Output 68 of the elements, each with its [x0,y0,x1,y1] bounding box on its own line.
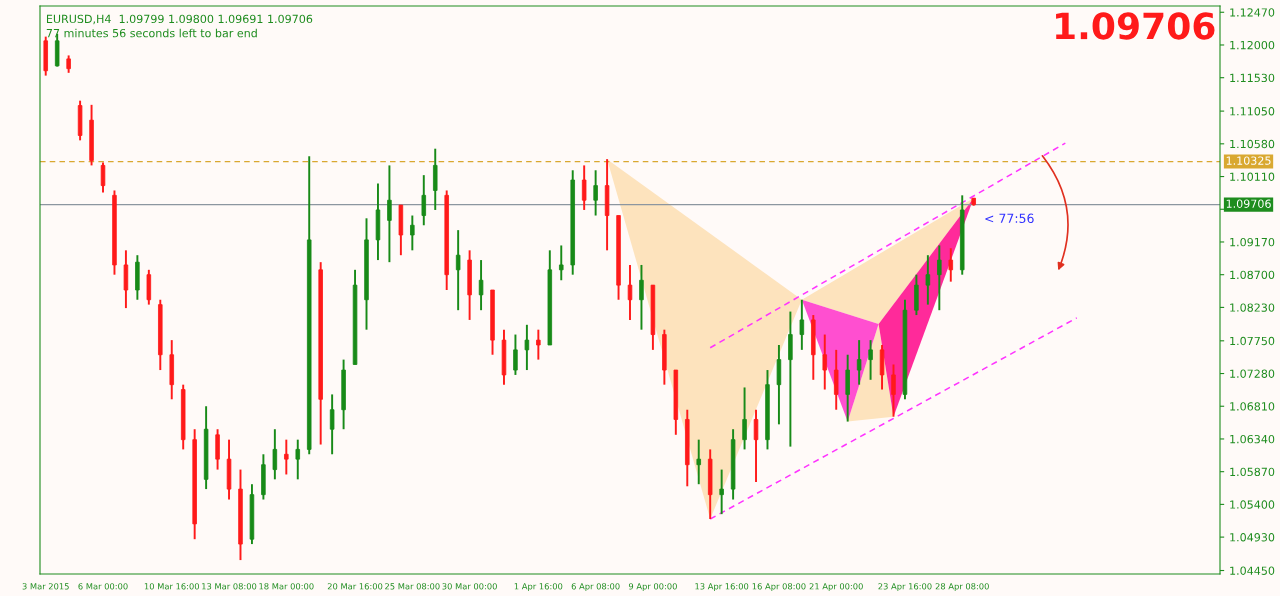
candlestick [581,164,587,211]
candlestick [937,244,942,312]
x-tick-label: 10 Mar 16:00 [144,583,200,590]
annotation: 1.09706 [1056,12,1215,40]
x-tick-label: 16 Apr 08:00 [752,583,806,592]
ref-line-label: 1.09706 [1226,199,1271,208]
candlestick [410,214,415,252]
annotation: EURUSD,H4 1.09799 1.09800 1.09691 1.09706 [46,14,313,25]
candlestick [478,259,484,312]
candlestick [329,393,335,456]
candlestick [639,263,644,331]
annotation: 77 minutes 56 seconds left to bar end [46,28,257,38]
y-tick-label: 1.12000 [1230,40,1275,50]
candlestick [948,247,954,283]
candlestick [295,438,301,481]
y-tick-label: 1.04930 [1230,533,1275,542]
x-tick-label: 30 Mar 00:00 [442,583,497,590]
candlestick [627,263,633,321]
candlestick [891,363,896,418]
candlestick [284,438,289,476]
candlestick [593,169,598,217]
x-tick-label: 9 Apr 00:00 [628,583,677,592]
candlestick [856,339,862,386]
annotation: < 77:56 [985,213,1034,223]
y-tick-label: 1.05870 [1230,467,1275,477]
candlestick [696,438,701,486]
candlestick [559,244,564,282]
y-tick-label: 1.09170 [1230,237,1275,247]
candlestick [742,386,747,451]
x-tick-label: 25 Mar 08:00 [385,583,440,590]
x-tick-label: 28 Apr 08:00 [935,583,989,592]
candlestick [524,323,530,372]
y-tick-label: 1.11530 [1230,73,1275,83]
candlestick [799,298,805,351]
y-tick-label: 1.08700 [1230,270,1275,280]
candlestick [536,328,541,361]
y-tick-label: 1.08230 [1230,303,1275,312]
candlestick [868,339,873,381]
candlestick [513,333,518,376]
y-tick-label: 1.05400 [1230,500,1275,509]
candlestick [822,333,828,391]
x-tick-label: 6 Apr 08:00 [571,583,620,592]
candlestick [455,229,461,312]
candlestick [387,164,392,264]
x-tick-label: 1 Apr 16:00 [514,583,563,592]
x-tick-label: 3 Mar 2015 [22,583,69,590]
candlestick [272,428,278,481]
y-tick-label: 1.07280 [1230,369,1275,378]
candlestick [421,174,427,227]
y-tick-label: 1.10110 [1230,172,1275,181]
x-tick-label: 20 Mar 16:00 [327,583,383,590]
y-tick-label: 1.12470 [1230,8,1275,17]
x-tick-label: 13 Apr 16:00 [695,583,749,592]
x-tick-label: 23 Apr 16:00 [878,583,932,592]
y-tick-label: 1.07750 [1230,336,1275,346]
y-tick-label: 1.10580 [1230,139,1275,149]
y-tick-label: 1.06810 [1230,402,1275,411]
candlestick [753,408,759,484]
y-tick-label: 1.06340 [1230,434,1275,444]
candlestick [719,468,724,516]
y-tick-label: 1.11050 [1230,107,1275,116]
y-tick-label: 1.04450 [1230,566,1275,575]
x-tick-label: 6 Mar 00:00 [78,583,128,590]
x-tick-label: 21 Apr 00:00 [809,583,863,592]
x-tick-label: 18 Mar 00:00 [259,583,314,590]
x-tick-label: 13 Mar 08:00 [202,583,257,590]
candlestick [925,254,931,306]
ref-line-label: 1.10325 [1226,156,1271,165]
